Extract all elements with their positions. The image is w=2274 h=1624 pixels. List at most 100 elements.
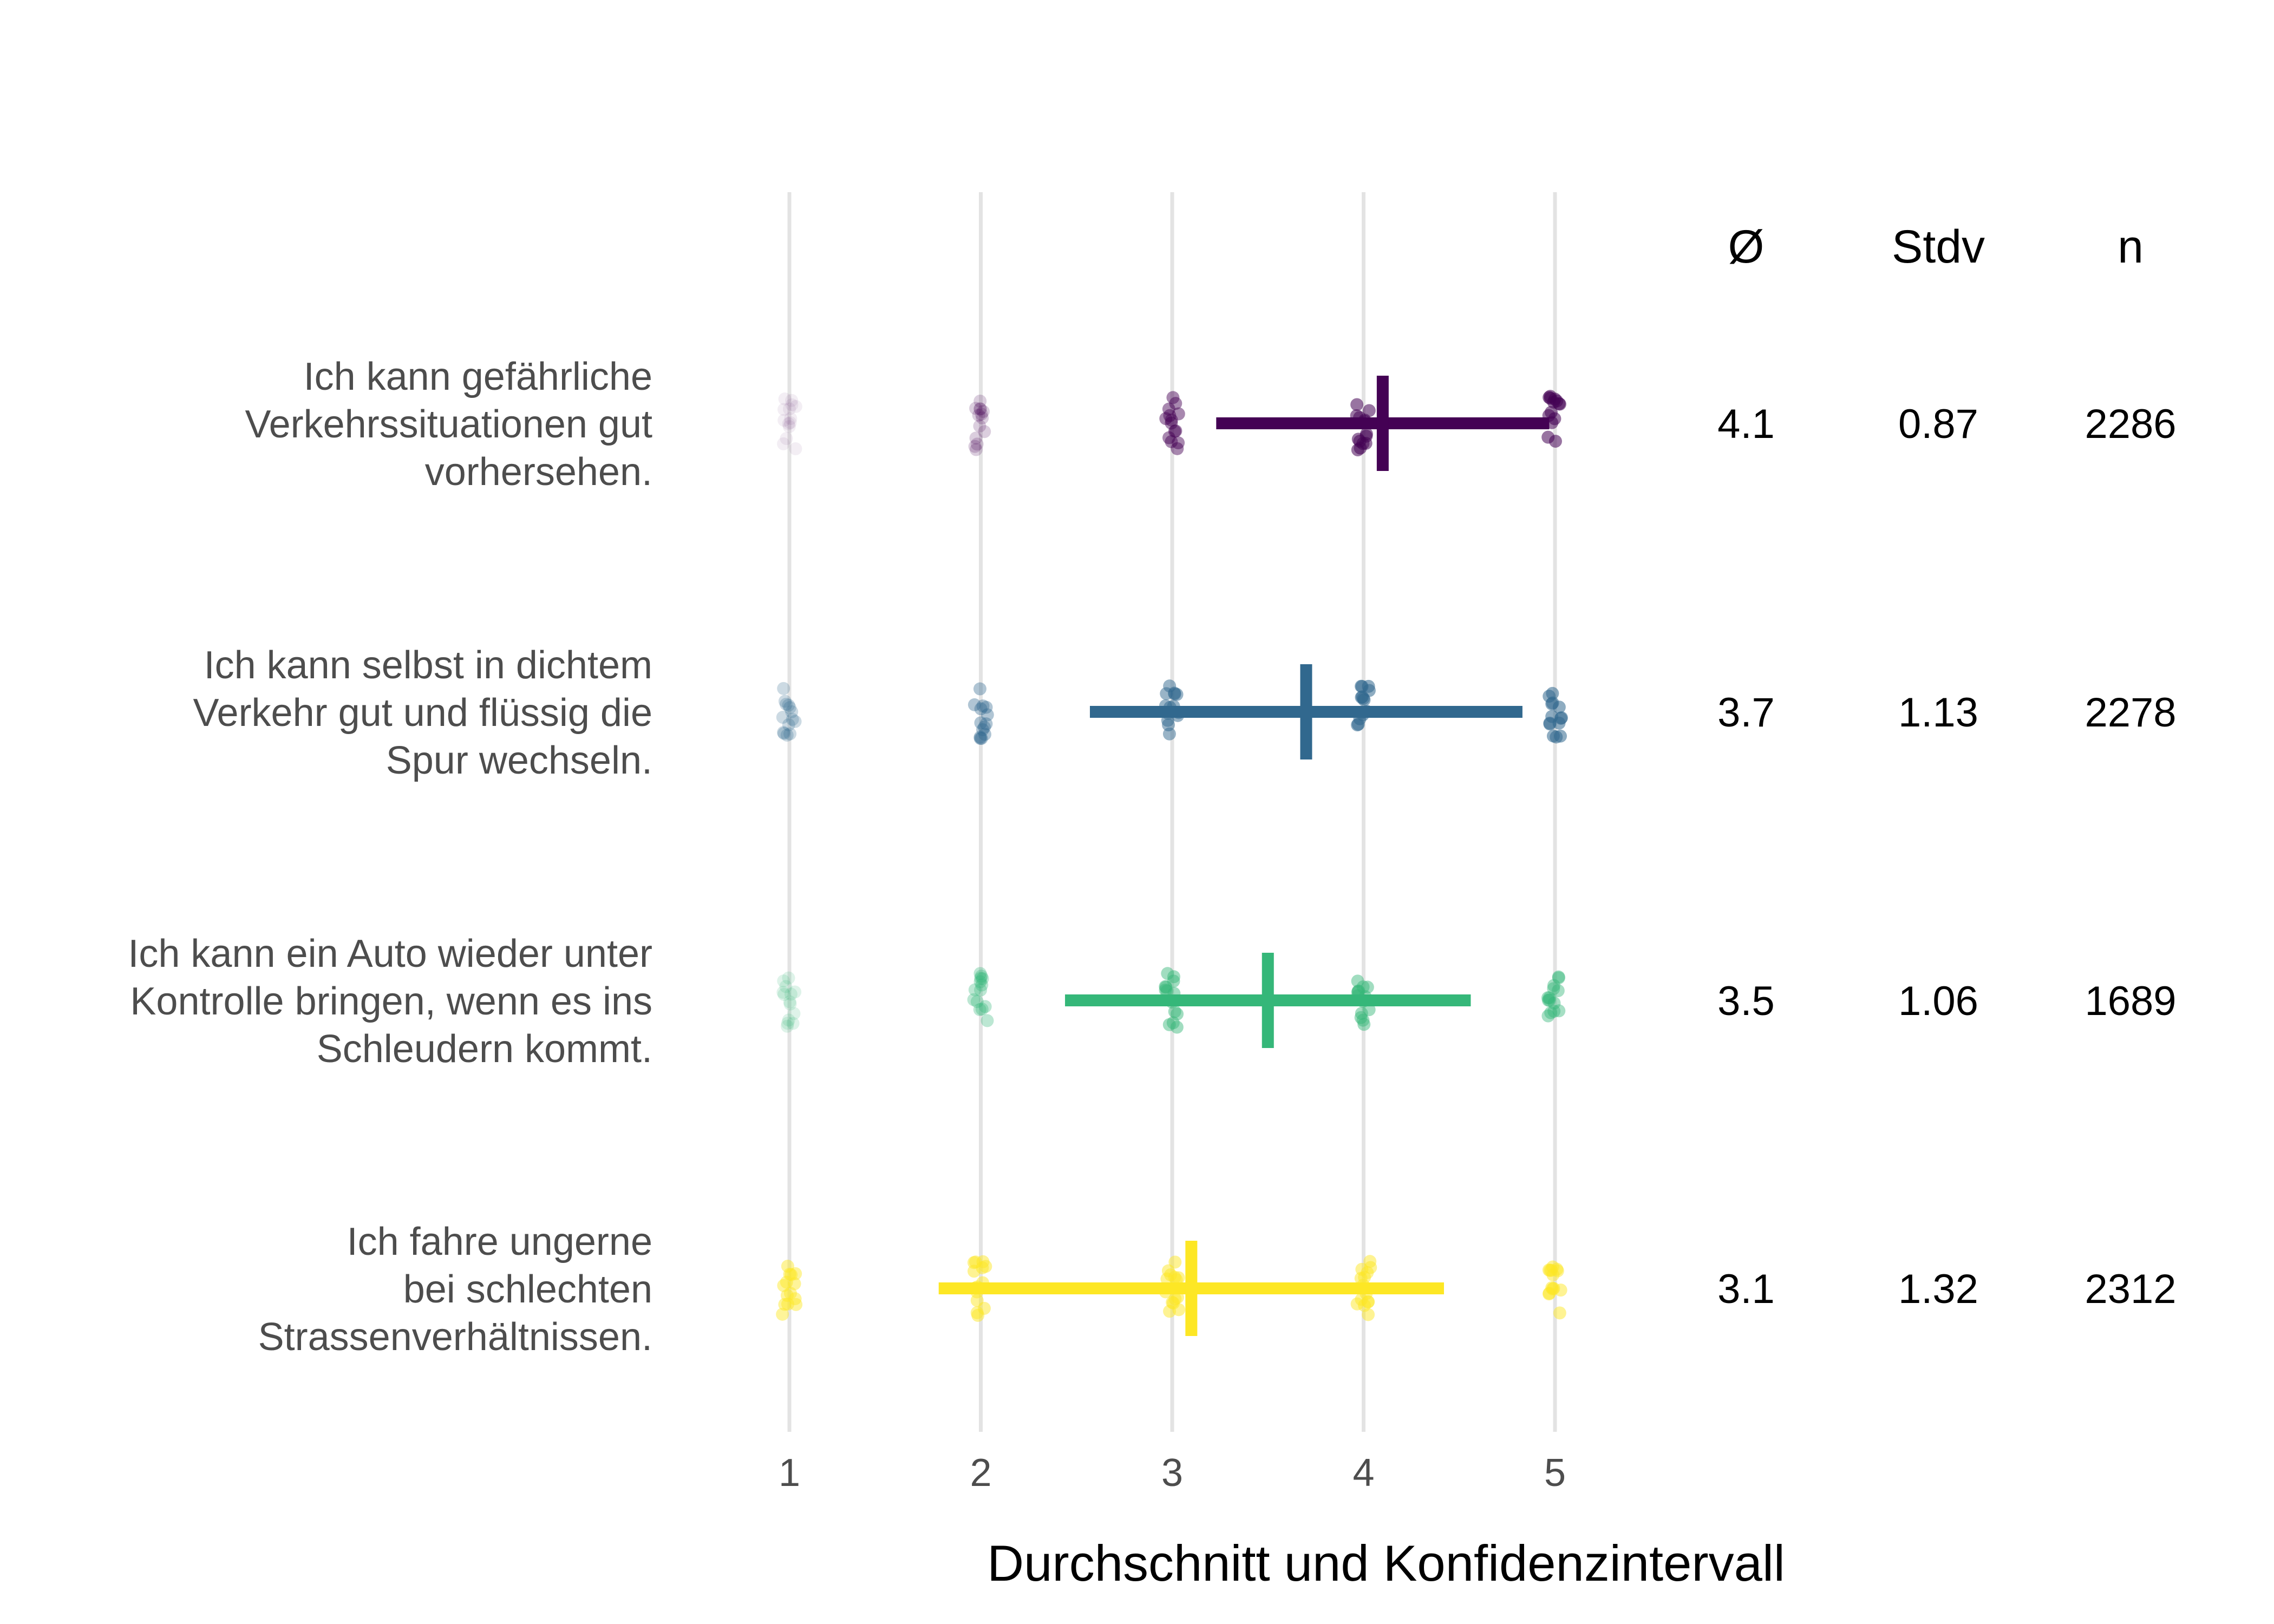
response-point (1551, 984, 1565, 997)
response-point (781, 1260, 794, 1273)
response-point (785, 394, 799, 407)
response-point (1165, 413, 1178, 427)
response-point (969, 1255, 982, 1269)
response-point (789, 1267, 802, 1280)
response-point (1547, 996, 1561, 1010)
response-point (785, 1268, 798, 1281)
response-point (1545, 1281, 1559, 1294)
n-value-row-3: 1689 (2084, 978, 2176, 1024)
n-value-row-2: 2278 (2084, 690, 2176, 736)
response-point (776, 986, 790, 999)
response-point (1541, 993, 1555, 1007)
response-point (1356, 1013, 1370, 1027)
response-point (786, 1017, 800, 1030)
response-point (780, 432, 793, 446)
response-point (1353, 435, 1367, 448)
response-point (1362, 404, 1376, 417)
response-point (781, 1017, 794, 1030)
response-point (1550, 1262, 1564, 1276)
response-point (781, 1019, 794, 1033)
response-point (782, 1013, 795, 1027)
response-point (973, 420, 986, 433)
response-point (976, 723, 990, 736)
n-value-row-1: 2286 (2084, 401, 2176, 447)
item-label-row-3: Schleudern kommt. (317, 1027, 652, 1071)
response-point (789, 442, 802, 455)
response-point (972, 409, 985, 422)
response-point (788, 715, 802, 728)
response-point (973, 975, 987, 988)
response-points-row-1 (777, 390, 1566, 457)
response-point (976, 699, 990, 713)
response-point (981, 708, 994, 722)
response-point (977, 1301, 991, 1315)
response-point (1168, 424, 1181, 438)
response-point (777, 437, 790, 450)
response-point (1172, 1271, 1185, 1285)
response-point (1552, 971, 1565, 985)
item-label-row-3: Ich kann ein Auto wieder unter (128, 932, 652, 975)
item-label-row-2: Ich kann selbst in dichtem (204, 644, 652, 687)
response-point (1159, 980, 1172, 993)
response-point (973, 395, 987, 408)
response-point (777, 988, 791, 1001)
response-point (788, 985, 802, 999)
response-point (1543, 993, 1556, 1007)
response-point (975, 970, 988, 983)
response-point (973, 732, 987, 745)
response-points-row-4 (776, 1255, 1567, 1322)
response-point (1170, 1020, 1184, 1034)
response-point (1165, 435, 1178, 448)
response-point (786, 712, 799, 726)
response-point (780, 1275, 793, 1289)
response-point (1168, 687, 1181, 700)
response-point (784, 987, 798, 1001)
stat-header-1: Stdv (1892, 221, 1985, 273)
response-point (1159, 412, 1173, 425)
response-point (1543, 1287, 1556, 1301)
response-point (1350, 398, 1364, 411)
response-point (1164, 1268, 1178, 1281)
response-point (1554, 1284, 1567, 1297)
response-point (1163, 679, 1177, 693)
response-point (784, 412, 798, 425)
response-point (783, 995, 796, 1009)
response-point (1166, 1016, 1180, 1030)
stdv-value-row-2: 1.13 (1898, 690, 1978, 736)
response-point (1172, 1303, 1186, 1317)
response-point (1362, 1003, 1376, 1017)
response-point (783, 997, 797, 1011)
response-point (967, 993, 981, 1006)
response-points-row-3 (776, 967, 1566, 1034)
mean-value-row-2: 3.7 (1717, 690, 1775, 736)
response-point (1546, 696, 1559, 710)
response-point (782, 698, 795, 712)
response-point (981, 1014, 994, 1027)
response-point (969, 431, 983, 445)
stdv-value-row-1: 0.87 (1898, 401, 1978, 447)
response-point (1358, 1271, 1371, 1284)
response-point (1355, 1293, 1368, 1306)
response-point (787, 1007, 801, 1020)
response-point (782, 971, 795, 985)
item-label-row-1: vorhersehen. (425, 450, 652, 494)
response-point (779, 697, 793, 711)
response-point (1358, 1299, 1371, 1312)
response-point (783, 1267, 796, 1281)
response-point (1171, 1007, 1184, 1021)
response-point (968, 440, 982, 453)
response-point (974, 972, 988, 985)
response-point (777, 726, 790, 739)
response-point (1541, 991, 1555, 1005)
x-tick-label: 5 (1544, 1451, 1566, 1495)
response-point (967, 1265, 981, 1278)
response-point (777, 414, 791, 427)
response-point (788, 1277, 801, 1291)
response-point (1541, 1009, 1555, 1023)
response-point (776, 1307, 789, 1321)
response-point (1354, 1272, 1368, 1285)
response-point (1162, 402, 1175, 416)
response-point (1169, 397, 1182, 410)
response-point (1546, 1260, 1559, 1274)
mean-value-row-1: 4.1 (1717, 401, 1775, 447)
